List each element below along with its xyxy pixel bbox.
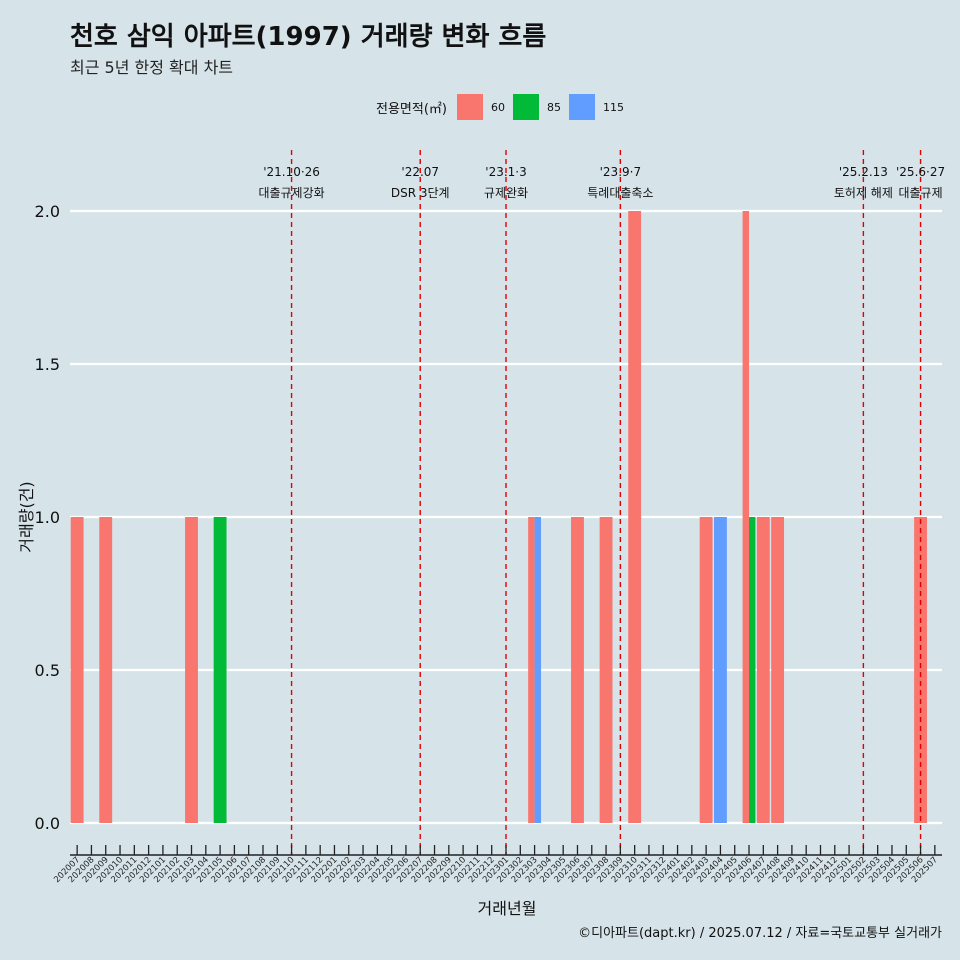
bar-202408-60	[771, 517, 785, 823]
annotation-date: '25.6·27	[896, 165, 945, 179]
bar-202105-85	[213, 517, 227, 823]
y-tick-label: 1.0	[35, 508, 60, 527]
annotation-date: '21.10·26	[263, 165, 320, 179]
bar-202303-115	[534, 517, 542, 823]
reference-lines: '21.10·26 대출규제강화 '22.07 DSR 3단계 '23.1·3 규제완화 '…	[258, 150, 945, 855]
bar-202306-60	[571, 517, 584, 823]
bar-202303-60	[528, 517, 535, 823]
legend-label-60: 60	[490, 100, 505, 114]
annotation-label: 특례대출축소	[587, 186, 653, 200]
bar-202406-85	[749, 517, 756, 823]
bar-202404-115	[713, 517, 727, 823]
bar-202406-60	[742, 211, 750, 823]
legend-label-85: 85	[546, 100, 561, 114]
bar-202403-60	[699, 517, 713, 823]
annotation-date: '23.9·7	[600, 165, 641, 179]
x-axis-label: 거래년월	[478, 899, 537, 918]
y-tick-label: 0.5	[35, 661, 60, 680]
annotation-date: '22.07	[401, 165, 439, 179]
gridlines: 0.0 0.5 1.0 1.5 2.0	[35, 202, 942, 833]
bar-202308-60	[599, 517, 613, 823]
bar-202407-60	[756, 517, 770, 823]
y-tick-label: 0.0	[35, 814, 60, 833]
annotation-date: '25.2.13	[839, 165, 888, 179]
annotation-date: '23.1·3	[485, 165, 526, 179]
bar-202103-60	[185, 517, 198, 823]
y-axis-label: 거래량(건)	[17, 481, 36, 552]
legend-label-115: 115	[602, 100, 624, 114]
bar-202506-60	[914, 517, 927, 823]
axes: 2020072020082020092020102020112020122021…	[52, 845, 942, 885]
legend-key-60	[456, 94, 483, 120]
bar-202310-60	[628, 211, 642, 823]
y-tick-label: 1.5	[35, 355, 60, 374]
y-tick-label: 2.0	[35, 202, 60, 221]
bar-202007-60	[70, 517, 84, 823]
chart-subtitle: 최근 5년 한정 확대 차트	[70, 58, 234, 77]
legend-key-85	[512, 94, 539, 120]
legend-title: 전용면적(㎡)	[376, 101, 447, 117]
chart-title: 천호 삼익 아파트(1997) 거래량 변화 흐름	[70, 22, 547, 52]
caption: ©디아파트(dapt.kr) / 2025.07.12 / 자료=국토교통부 실…	[578, 926, 942, 941]
annotation-label: 토허제 해제	[834, 186, 893, 200]
bars	[70, 211, 927, 823]
annotation-label: 규제완화	[484, 186, 528, 200]
legend-key-115	[568, 94, 595, 120]
annotation-label: DSR 3단계	[391, 186, 450, 200]
legend: 전용면적(㎡) 60 85 115	[376, 93, 632, 121]
bar-202009-60	[99, 517, 113, 823]
annotation-label: 대출규제	[898, 186, 942, 200]
annotation-label: 대출규제강화	[258, 186, 324, 200]
